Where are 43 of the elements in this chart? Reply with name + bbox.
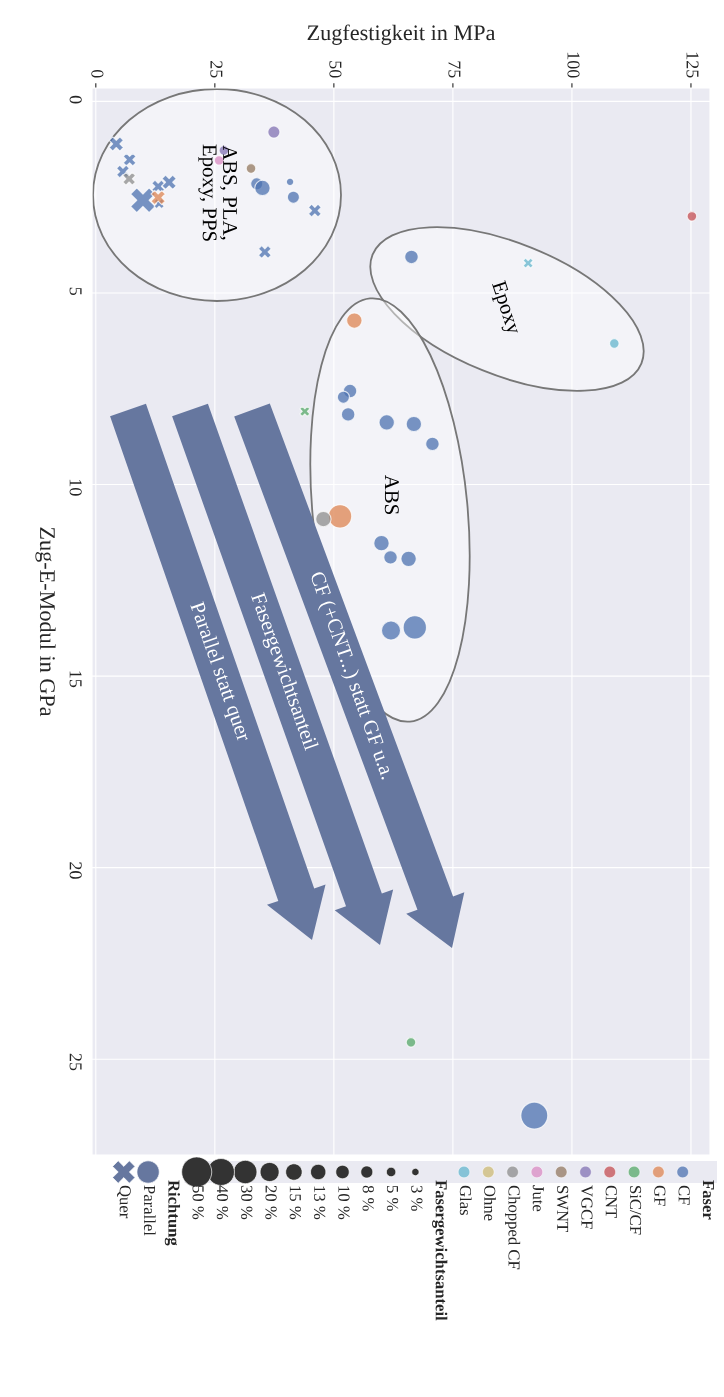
annotation: ABS (384, 474, 399, 514)
x-tick-label: 100 (567, 52, 580, 78)
x-tick-label: 0 (91, 69, 104, 78)
legend-label: CNT (605, 1185, 617, 1219)
legend-label: 20 % (265, 1185, 277, 1220)
legend-label: 10 % (338, 1186, 350, 1220)
legend-label: 3 % (411, 1185, 423, 1211)
legend-label: CF (678, 1185, 690, 1205)
legend-label: 13 % (313, 1186, 326, 1220)
y-axis-title: Zug-E-Modul in GPa (35, 527, 56, 717)
legend-label: SiC/CF (629, 1186, 642, 1235)
x-tick-label: 50 (329, 61, 342, 78)
legend-label: 50 % (192, 1185, 204, 1220)
legend-title: Faser (702, 1180, 714, 1220)
y-tick-label: 15 (69, 671, 82, 688)
y-tick-label: 20 (69, 862, 82, 879)
text: Fasergewichtsanteil (432, 1180, 448, 1321)
legend-label: VGCF (581, 1185, 593, 1229)
legend-label: 8 % (362, 1185, 374, 1211)
y-tick-label: 0 (69, 95, 82, 104)
legend-label: Jute (532, 1185, 544, 1212)
annotation: Epoxy (487, 280, 522, 337)
legend-label: Glas (459, 1185, 472, 1215)
text: Parallel (143, 1185, 156, 1236)
legend-label: GF (654, 1185, 666, 1206)
legend-label: 30 % (241, 1185, 253, 1220)
legend-label: SWNT (556, 1186, 569, 1232)
y-tick-label: 5 (69, 287, 82, 296)
text: Richtung (164, 1180, 181, 1246)
y-tick-label: 25 (69, 1053, 82, 1071)
annotation: ABS, PLA, Epoxy, PPS (198, 144, 237, 241)
y-tick-label: 10 (69, 479, 82, 496)
legend-label: Chopped CF (505, 1185, 521, 1270)
text: Quer (117, 1185, 131, 1219)
x-tick-label: 75 (448, 61, 461, 78)
legend-label: 15 % (289, 1186, 301, 1220)
legend-label: 5 % (386, 1185, 399, 1211)
legend-label: Ohne (484, 1185, 496, 1221)
x-tick-label: 25 (210, 61, 223, 78)
legend-label: 40 % (216, 1185, 229, 1220)
x-axis-title: Zugfestigkeit in MPa (307, 24, 496, 45)
x-tick-label: 125 (686, 52, 699, 78)
annotation: Parallel statt quer (186, 600, 253, 744)
